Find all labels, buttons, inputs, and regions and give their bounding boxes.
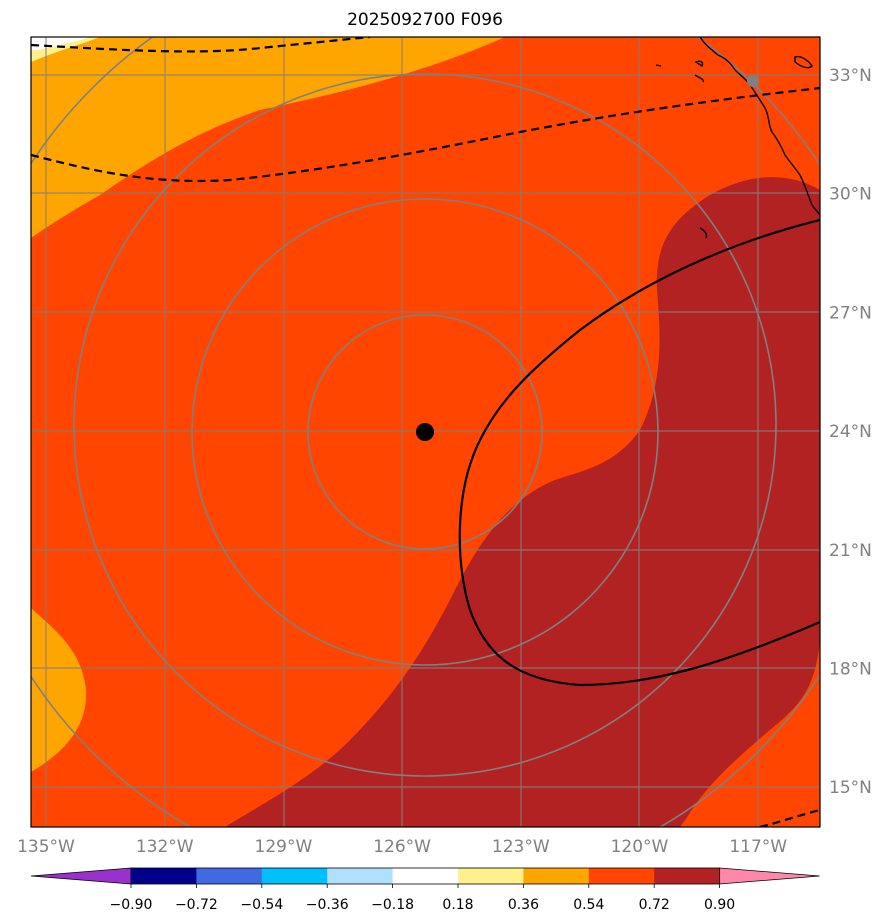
colorbar-segment (458, 868, 524, 884)
colorbar-tick-label: −0.90 (110, 897, 153, 913)
colorbar-segment (654, 868, 721, 884)
colorbar: −0.90 −0.72 −0.54 −0.36 −0.18 0.18 0.36 0.54 0.7… (30, 867, 820, 913)
colorbar-tick-label: 0.36 (508, 897, 539, 913)
colorbar-tick-label: 0.72 (639, 897, 670, 913)
field-band-0.54-0.72-southeast (682, 640, 820, 827)
lat-tick-label: 27°N (829, 303, 872, 323)
lat-tick-label: 30°N (829, 185, 872, 205)
map-frame (30, 36, 821, 828)
colorbar-tick-label: 0.18 (442, 897, 473, 913)
lon-tick-label: 120°W (611, 837, 669, 857)
lat-tick-label: 33°N (829, 66, 872, 86)
lon-tick-label: 132°W (136, 837, 194, 857)
lon-tick-label: 135°W (17, 837, 75, 857)
coastline (655, 37, 820, 239)
colorbar-segment (327, 868, 394, 884)
lat-tick-label: 18°N (829, 660, 872, 680)
field-band-0.36-0.54-north (31, 37, 505, 238)
lon-tick-label: 129°W (255, 837, 313, 857)
storm-center-marker (416, 423, 434, 441)
lon-tick-labels: 135°W 132°W 129°W 126°W 123°W 120°W 117°W (17, 837, 787, 857)
lon-tick-label: 117°W (729, 837, 787, 857)
lat-tick-labels: 33°N 30°N 27°N 24°N 21°N 18°N 15°N (829, 66, 872, 798)
lon-tick-label: 123°W (492, 837, 550, 857)
colorbar-tick-label: −0.36 (306, 897, 349, 913)
colorbar-extend-high (719, 867, 820, 885)
lon-tick-label: 126°W (373, 837, 431, 857)
map-title: 2025092700 F096 (347, 10, 503, 30)
range-rings (31, 37, 820, 827)
field-band-0.72-0.90 (225, 177, 820, 827)
city-marker (747, 75, 759, 87)
colorbar-segment (588, 868, 655, 884)
lat-tick-label: 15°N (829, 778, 872, 798)
colorbar-tick-label: −0.72 (175, 897, 218, 913)
range-ring-3 (307, 314, 543, 550)
colorbar-segment (392, 868, 459, 884)
contour-solid (458, 218, 820, 687)
colorbar-outline (130, 867, 720, 885)
colorbar-segment (523, 868, 590, 884)
graticule (31, 37, 820, 827)
range-ring-6 (191, 198, 659, 666)
colorbar-segment (131, 868, 197, 884)
lat-tick-label: 21°N (829, 541, 872, 561)
lat-tick-label: 24°N (829, 422, 872, 442)
colorbar-tick-label: −0.54 (240, 897, 283, 913)
map-plot-area (31, 37, 820, 827)
range-ring-9 (73, 73, 777, 777)
colorbar-extend-low (30, 867, 132, 885)
colorbar-tick-label: 0.90 (704, 897, 735, 913)
colorbar-segment (196, 868, 263, 884)
colorbar-tick-label: −0.18 (371, 897, 414, 913)
contour-dashed (31, 37, 820, 827)
colorbar-tick-label: 0.54 (573, 897, 604, 913)
colorbar-segment (261, 868, 328, 884)
